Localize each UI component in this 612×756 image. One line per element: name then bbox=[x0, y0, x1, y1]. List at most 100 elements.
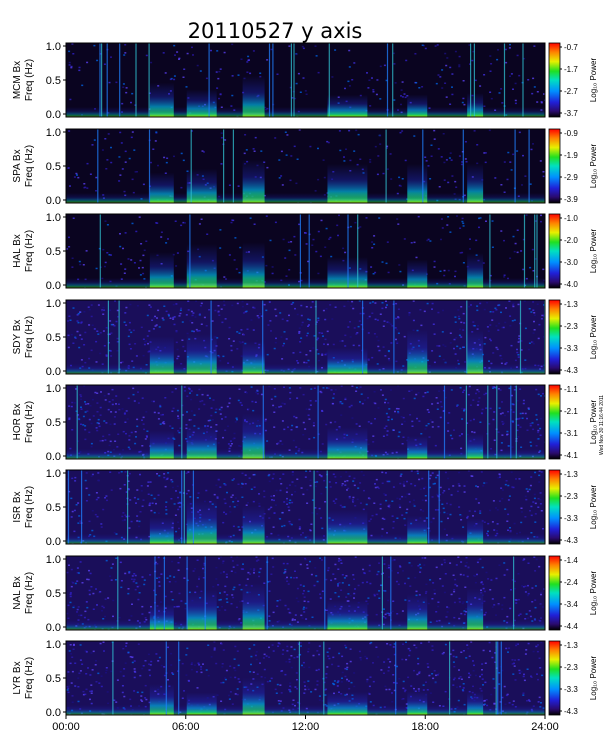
noise-speckle bbox=[432, 323, 435, 325]
noise-speckle bbox=[217, 310, 220, 313]
noise-speckle bbox=[157, 164, 159, 167]
noise-speckle bbox=[90, 684, 93, 686]
y-axis-label: Freq (Hz) bbox=[24, 316, 35, 358]
noise-speckle bbox=[317, 147, 319, 150]
noise-speckle bbox=[430, 521, 433, 523]
noise-speckle bbox=[443, 559, 446, 561]
noise-speckle bbox=[123, 413, 126, 415]
noise-speckle bbox=[340, 589, 343, 591]
noise-speckle bbox=[73, 643, 75, 646]
noise-speckle bbox=[531, 341, 534, 343]
noise-speckle bbox=[527, 617, 530, 619]
noise-speckle bbox=[495, 507, 497, 509]
noise-speckle bbox=[402, 643, 404, 645]
noise-speckle bbox=[509, 527, 511, 529]
noise-speckle bbox=[104, 138, 107, 140]
noise-speckle bbox=[307, 600, 310, 603]
burst-line bbox=[428, 470, 430, 544]
noise-speckle bbox=[219, 572, 222, 574]
noise-speckle bbox=[517, 643, 519, 645]
noise-speckle bbox=[365, 217, 368, 219]
noise-speckle bbox=[369, 161, 372, 163]
noise-speckle bbox=[492, 311, 495, 313]
noise-speckle bbox=[133, 690, 136, 692]
noise-speckle bbox=[337, 560, 340, 562]
noise-speckle bbox=[96, 59, 99, 62]
noise-speckle bbox=[303, 596, 306, 598]
noise-speckle bbox=[388, 688, 391, 691]
noise-speckle bbox=[80, 398, 83, 401]
noise-speckle bbox=[438, 512, 441, 514]
noise-speckle bbox=[252, 329, 255, 331]
noise-speckle bbox=[495, 614, 497, 616]
noise-speckle bbox=[478, 397, 481, 399]
noise-speckle bbox=[304, 90, 307, 92]
noise-speckle bbox=[220, 406, 223, 409]
noise-speckle bbox=[308, 418, 311, 420]
noise-speckle bbox=[188, 387, 190, 389]
noise-speckle bbox=[140, 243, 143, 245]
noise-speckle bbox=[372, 435, 375, 437]
noise-speckle bbox=[512, 302, 515, 305]
noise-speckle bbox=[391, 418, 393, 421]
noise-speckle bbox=[446, 224, 449, 226]
colorbar-tick-label: -0.7 bbox=[564, 43, 578, 52]
noise-speckle bbox=[255, 651, 258, 653]
noise-speckle bbox=[539, 434, 542, 436]
noise-speckle bbox=[323, 343, 325, 345]
colorbar-tick-label: -1.0 bbox=[564, 214, 578, 223]
noise-speckle bbox=[117, 316, 119, 318]
noise-speckle bbox=[509, 325, 512, 327]
noise-speckle bbox=[337, 680, 340, 682]
noise-speckle bbox=[522, 399, 525, 402]
noise-speckle bbox=[386, 321, 389, 323]
noise-speckle bbox=[271, 499, 273, 501]
noise-speckle bbox=[376, 593, 379, 596]
noise-speckle bbox=[78, 614, 80, 617]
noise-speckle bbox=[383, 320, 386, 322]
noise-speckle bbox=[239, 342, 242, 344]
noise-speckle bbox=[106, 224, 109, 226]
noise-speckle bbox=[488, 423, 491, 425]
noise-speckle bbox=[128, 439, 131, 441]
noise-speckle bbox=[368, 315, 371, 318]
noise-speckle bbox=[487, 330, 490, 332]
noise-speckle bbox=[195, 328, 198, 331]
noise-speckle bbox=[148, 92, 151, 94]
noise-speckle bbox=[142, 254, 145, 257]
noise-speckle bbox=[144, 340, 147, 343]
noise-speckle bbox=[270, 330, 272, 332]
noise-speckle bbox=[173, 438, 176, 440]
noise-speckle bbox=[223, 498, 226, 500]
noise-speckle bbox=[526, 700, 528, 702]
noise-speckle bbox=[241, 300, 244, 303]
noise-speckle bbox=[504, 321, 507, 324]
burst-line bbox=[393, 300, 395, 374]
noise-speckle bbox=[296, 397, 299, 399]
y-tick-label: 1.0 bbox=[46, 383, 61, 395]
noise-speckle bbox=[431, 472, 434, 474]
noise-speckle bbox=[447, 430, 450, 432]
noise-speckle bbox=[288, 249, 291, 252]
noise-speckle bbox=[314, 400, 317, 402]
noise-speckle bbox=[373, 593, 376, 596]
noise-speckle bbox=[130, 259, 133, 261]
noise-speckle bbox=[443, 591, 446, 594]
colorbar-label: Log₁₀ Power bbox=[589, 144, 598, 189]
noise-speckle bbox=[305, 334, 308, 337]
noise-speckle bbox=[80, 395, 83, 398]
noise-speckle bbox=[88, 494, 91, 496]
noise-speckle bbox=[281, 184, 284, 186]
noise-speckle bbox=[156, 563, 159, 565]
noise-speckle bbox=[123, 519, 126, 521]
noise-speckle bbox=[166, 577, 169, 579]
noise-speckle bbox=[281, 511, 284, 514]
noise-speckle bbox=[319, 557, 322, 559]
burst-line bbox=[473, 43, 475, 117]
noise-speckle bbox=[69, 447, 72, 450]
noise-speckle bbox=[383, 559, 386, 562]
noise-speckle bbox=[331, 663, 334, 666]
noise-speckle bbox=[203, 564, 206, 566]
noise-speckle bbox=[189, 392, 191, 394]
